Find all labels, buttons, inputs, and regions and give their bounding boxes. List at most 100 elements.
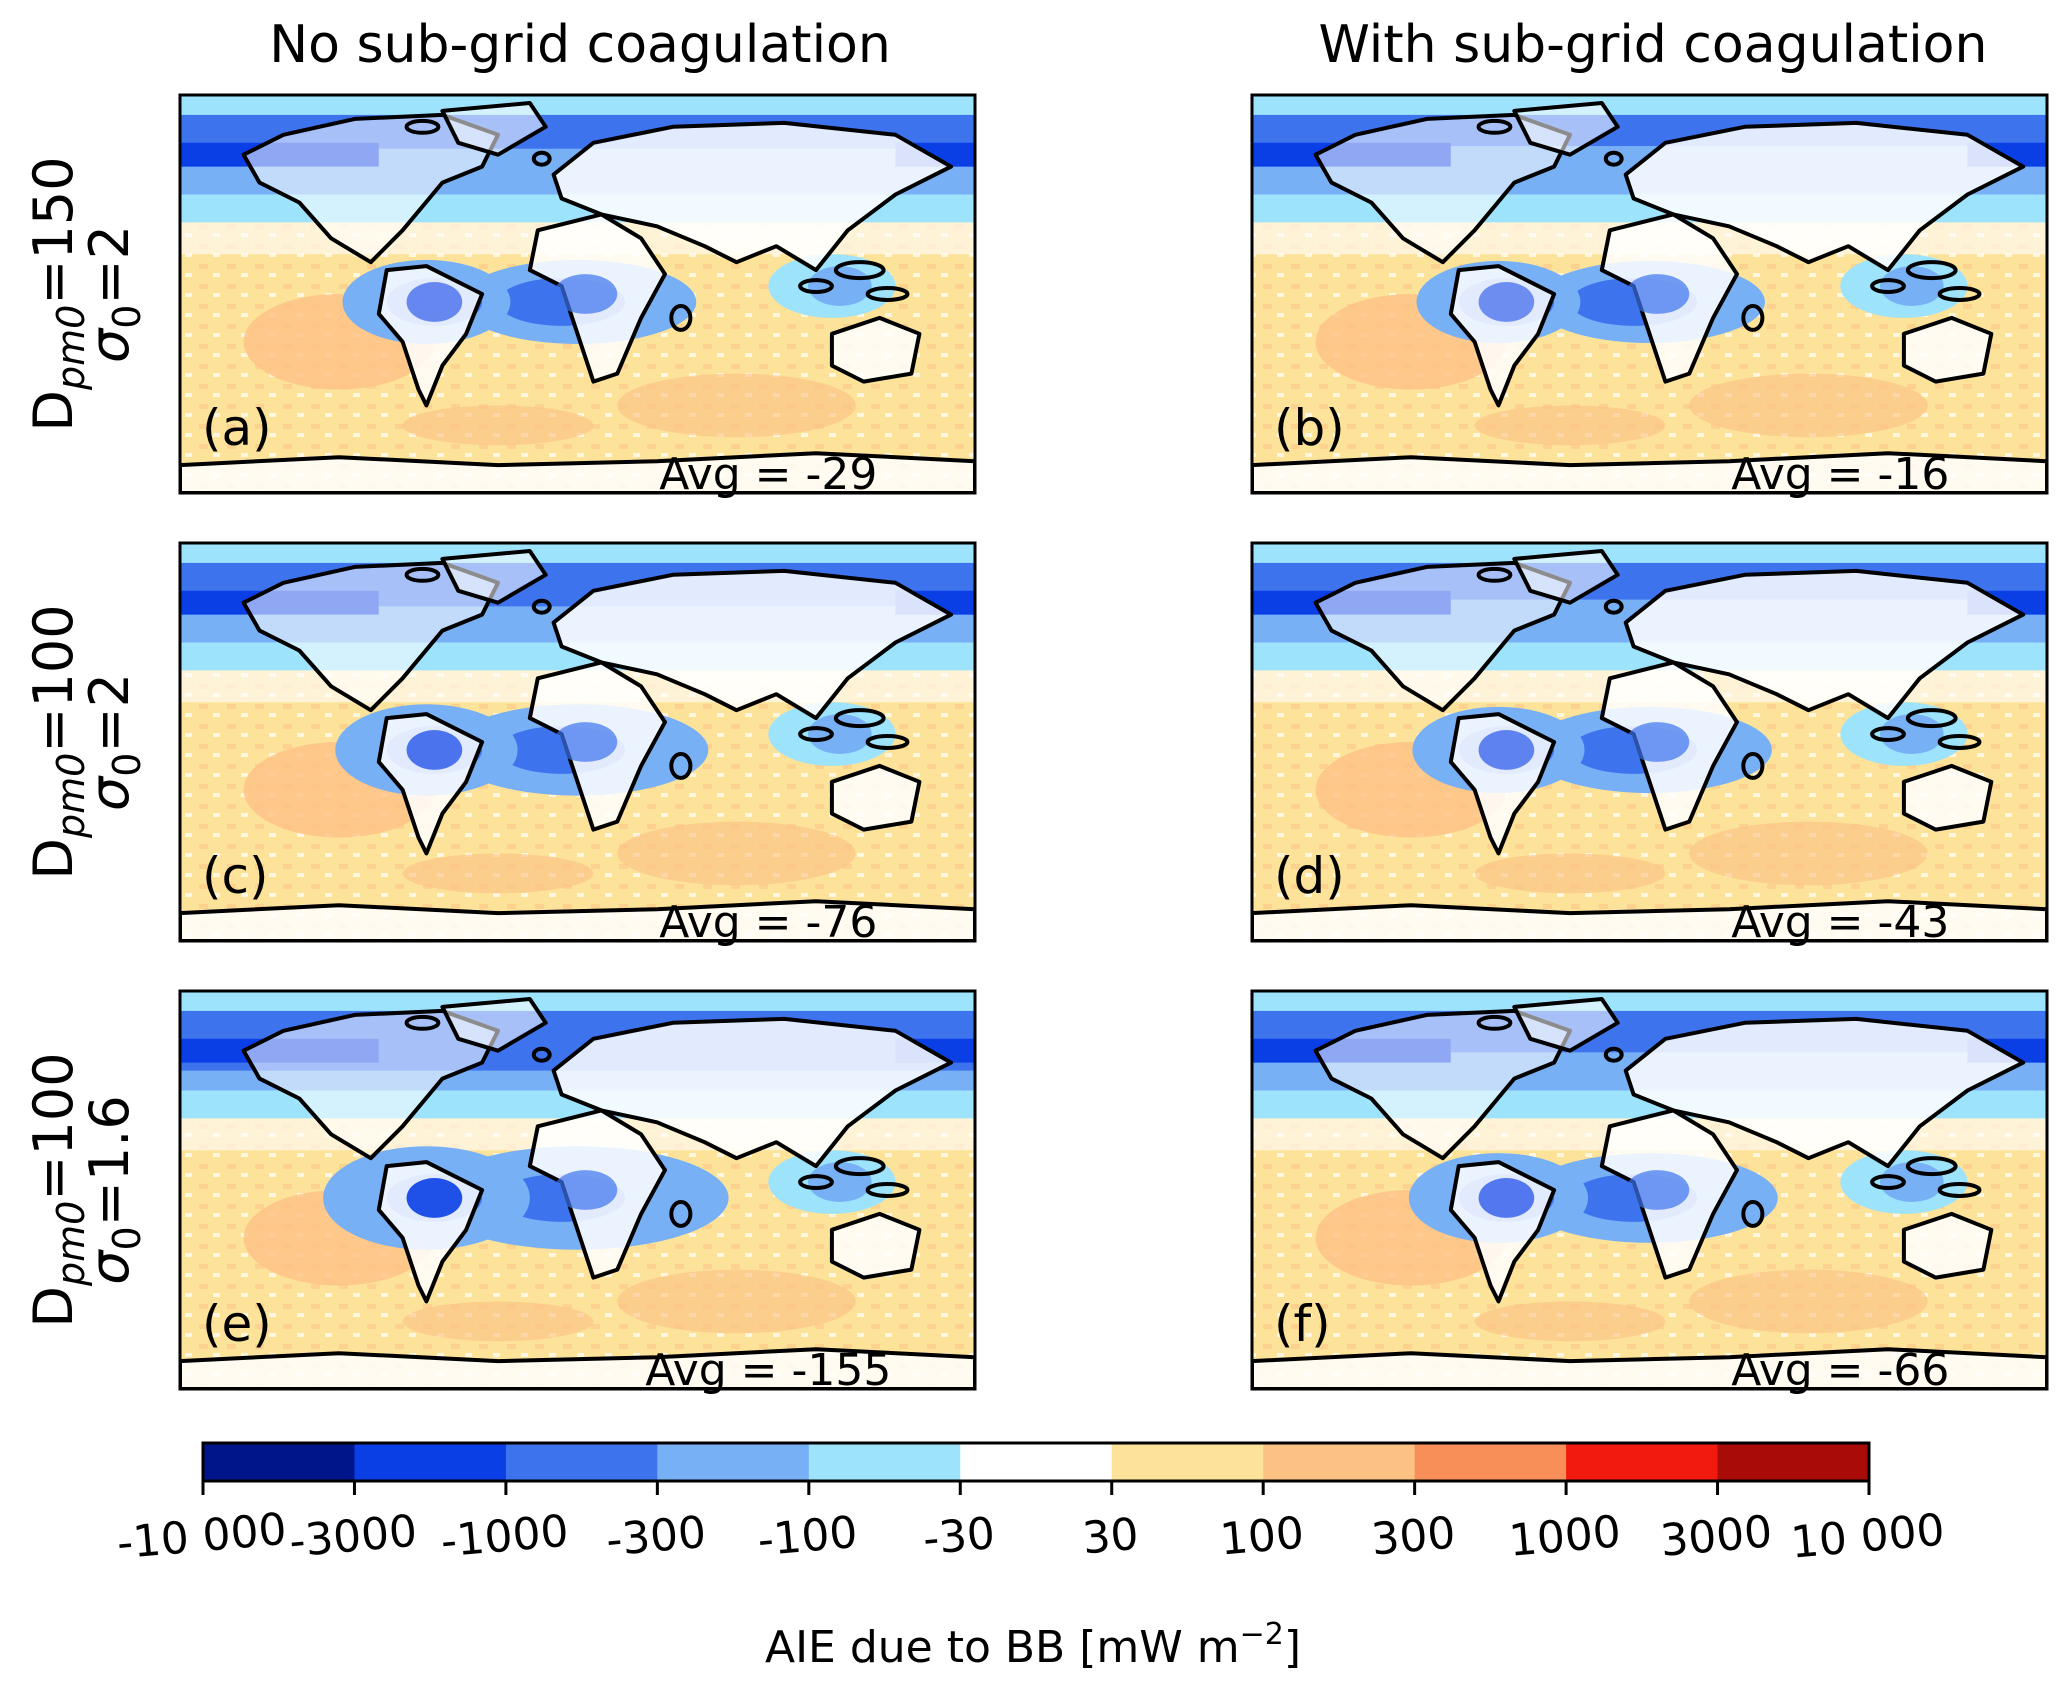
panel-label: (f) xyxy=(1274,1295,1331,1353)
coastline xyxy=(1901,315,1994,384)
arctic-edge xyxy=(180,95,975,115)
island-outline xyxy=(1603,1046,1624,1063)
warm-patch xyxy=(617,1269,856,1334)
island-outline xyxy=(669,751,693,780)
colorbar-segment xyxy=(1111,1443,1264,1481)
panel-label: (a) xyxy=(202,399,272,457)
row-label-diameter: Dpm0=100 xyxy=(22,1052,93,1327)
warm-patch xyxy=(402,853,594,894)
panel-frame xyxy=(178,93,977,495)
island-outline xyxy=(404,118,441,135)
coastline xyxy=(1623,120,2026,273)
coastline xyxy=(1512,101,1620,157)
island-outline xyxy=(833,1156,886,1177)
sea-plume-core xyxy=(808,266,872,306)
colorbar-tick-label: 300 xyxy=(1369,1507,1457,1565)
panel-frame xyxy=(1250,541,2049,943)
warm-patch xyxy=(402,1301,594,1342)
island-outline xyxy=(1741,751,1765,780)
arctic-edge xyxy=(180,543,975,563)
land-plume xyxy=(553,274,618,314)
coastline xyxy=(829,1211,922,1280)
map-panels: (a) Avg = -29 (b) Avg = -16 (c) Avg = -76 (d) A… xyxy=(178,93,2049,1396)
colorbar-segment xyxy=(354,1443,507,1481)
land-plume xyxy=(1625,1170,1690,1210)
colorbar-segment xyxy=(203,1443,355,1481)
coastline xyxy=(829,315,922,384)
coastline xyxy=(1901,1211,1994,1280)
panel-average: Avg = -16 xyxy=(1731,449,1949,500)
panel-label: (b) xyxy=(1274,399,1345,457)
panel-average: Avg = -76 xyxy=(659,897,877,948)
coastline xyxy=(1512,997,1620,1053)
island-outline xyxy=(798,278,834,295)
land-plume xyxy=(1625,722,1690,762)
colorbar-segment xyxy=(808,1443,961,1481)
sea-plume-core xyxy=(1880,714,1944,754)
colorbar: -10 000-3000 -1000 -300 -100 -30 30 100 300 1000… xyxy=(115,1441,1947,1570)
coastline xyxy=(180,899,975,941)
island-outline xyxy=(531,1046,552,1063)
panel-frame xyxy=(1250,989,2049,1391)
island-outline xyxy=(1937,734,1982,750)
coastline xyxy=(440,997,548,1053)
sea-plume-core xyxy=(808,714,872,754)
island-outline xyxy=(404,1014,441,1031)
land-plume xyxy=(406,730,463,770)
coastline xyxy=(180,451,975,493)
island-outline xyxy=(1603,598,1624,615)
island-outline xyxy=(798,1174,834,1191)
map-panel: (a) Avg = -29 xyxy=(178,93,977,500)
land-plume xyxy=(406,1178,463,1218)
island-outline xyxy=(1603,150,1624,167)
land-plume xyxy=(1625,274,1690,314)
island-outline xyxy=(865,1182,910,1198)
colorbar-segment xyxy=(960,1443,1113,1481)
warm-patch xyxy=(1689,373,1928,438)
colorbar-tick-label: 30 xyxy=(1080,1509,1140,1565)
panel-average: Avg = -29 xyxy=(659,449,877,500)
island-outline xyxy=(1870,726,1906,743)
panel-frame xyxy=(1250,93,2049,495)
island-outline xyxy=(404,566,441,583)
sea-plume-core xyxy=(808,1162,872,1202)
arctic-edge xyxy=(1252,543,2047,563)
colorbar-segment xyxy=(1566,1443,1719,1481)
colorbar-tick-label: 1000 xyxy=(1507,1506,1623,1567)
warm-patch xyxy=(617,821,856,886)
panel-frame xyxy=(178,541,977,943)
map-panel: (b) Avg = -16 xyxy=(1250,93,2049,500)
panel-average: Avg = -66 xyxy=(1731,1345,1949,1396)
island-outline xyxy=(865,734,910,750)
land-plume xyxy=(553,722,618,762)
colorbar-tick-label: -10 000 xyxy=(115,1504,289,1570)
colorbar-tick-label: -300 xyxy=(604,1507,708,1567)
map-panel: (c) Avg = -76 xyxy=(178,541,977,948)
island-outline xyxy=(669,1199,693,1228)
warm-patch xyxy=(1689,1269,1928,1334)
island-outline xyxy=(865,286,910,302)
island-outline xyxy=(1741,1199,1765,1228)
panel-average: Avg = -43 xyxy=(1731,897,1949,948)
coastline xyxy=(1252,1347,2047,1389)
colorbar-segment xyxy=(1263,1443,1416,1481)
column-title-right: With sub-grid coagulation xyxy=(1319,15,1988,75)
island-outline xyxy=(1476,566,1513,583)
island-outline xyxy=(1870,1174,1906,1191)
map-panel: (f) Avg = -66 xyxy=(1250,989,2049,1396)
coastline xyxy=(1623,568,2026,721)
island-outline xyxy=(798,726,834,743)
island-outline xyxy=(669,303,693,332)
colorbar-tick-label: -30 xyxy=(921,1508,997,1565)
coastline xyxy=(440,101,548,157)
sea-plume-core xyxy=(1880,1162,1944,1202)
arctic-edge xyxy=(1252,95,2047,115)
coastline xyxy=(1252,451,2047,493)
row-label-sigma: σ0=2 xyxy=(78,225,149,363)
island-outline xyxy=(1937,1182,1982,1198)
row-label-diameter: Dpm0=150 xyxy=(22,156,93,431)
warm-patch xyxy=(1474,405,1666,446)
panel-average: Avg = -155 xyxy=(645,1345,891,1396)
